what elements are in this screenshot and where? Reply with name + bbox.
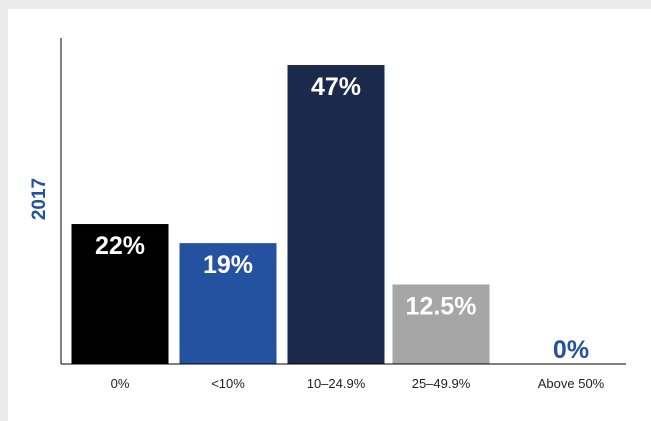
labels-layer: 22% 19% 47% 12.5% 0% [95, 73, 589, 364]
x-tick-label-3: 25–49.9% [412, 376, 471, 391]
x-tick-labels: 0% <10% 10–24.9% 25–49.9% Above 50% [111, 376, 605, 391]
bar-value-label-1: 19% [203, 251, 253, 279]
bars-layer [71, 65, 490, 364]
bar-value-label-2: 47% [311, 73, 361, 101]
chart-card: 22% 19% 47% 12.5% 0% 0% <10% 10–24.9% 25–49.9% A… [8, 9, 651, 421]
bar-chart: 22% 19% 47% 12.5% 0% 0% <10% 10–24.9% 25–49.9% A… [29, 38, 626, 391]
x-tick-label-1: <10% [211, 376, 245, 391]
bar-value-label-0: 22% [95, 232, 145, 260]
bar-2 [287, 65, 385, 364]
bar-0 [71, 224, 169, 364]
x-tick-label-4: Above 50% [538, 376, 605, 391]
bar-1 [179, 243, 277, 364]
x-tick-label-0: 0% [111, 376, 130, 391]
bar-value-label-4: 0% [553, 336, 589, 364]
bar-3 [392, 284, 490, 364]
y-axis-title: 2017 [29, 178, 50, 220]
x-tick-label-2: 10–24.9% [307, 376, 366, 391]
bar-value-label-3: 12.5% [406, 292, 477, 320]
